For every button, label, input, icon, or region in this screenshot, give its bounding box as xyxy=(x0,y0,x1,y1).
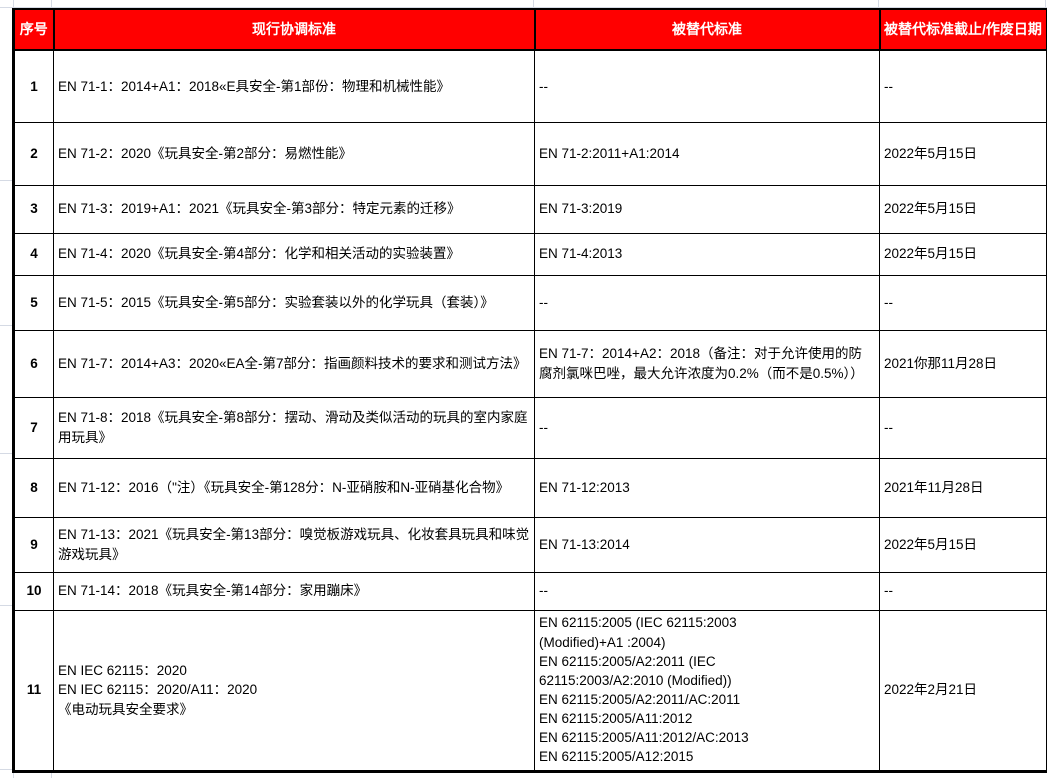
expiry-date-cell: 2021年11月28日 xyxy=(879,457,1047,518)
table-row: 9 EN 71-13：2021《玩具安全-第13部分：嗅觉板游戏玩具、化妆套具玩… xyxy=(13,516,1047,573)
expiry-date-cell: 2022年2月21日 xyxy=(879,609,1047,773)
replaced-standard-cell: EN 71-3:2019 xyxy=(534,184,880,234)
table-row: 3 EN 71-3：2019+A1：2021《玩具安全-第3部分：特定元素的迁移… xyxy=(13,184,1047,234)
current-standard-cell: EN 71-4：2020《玩具安全-第4部分：化学和相关活动的实验装置》 xyxy=(53,232,535,276)
current-standard-cell: EN 71-8：2018《玩具安全-第8部分：摆动、滑动及类似活动的玩具的室内家… xyxy=(53,396,535,459)
gridline-left-stub-1 xyxy=(0,180,12,181)
replaced-standard-cell: -- xyxy=(534,571,880,611)
gridline-top-stub-2 xyxy=(51,0,52,7)
table-row: 6 EN 71-7：2014+A3：2020«EA全-第7部分：指画颜料技术的要… xyxy=(13,329,1047,398)
row-number-cell: 4 xyxy=(13,232,54,276)
replaced-standard-cell: EN 71-12:2013 xyxy=(534,457,880,518)
gridline-top-stub-4 xyxy=(878,0,879,7)
gridline-left-stub-3 xyxy=(0,453,12,454)
gridline-left-stub-4 xyxy=(0,605,12,606)
current-standard-cell: EN 71-14：2018《玩具安全-第14部分：家用蹦床》 xyxy=(53,571,535,611)
table-row: 1 EN 71-1：2014+A1：2018«E具安全-第1部份：物理和机械性能… xyxy=(13,49,1047,123)
replaced-standard-cell: -- xyxy=(534,49,880,123)
column-header-replaced-standard: 被替代标准 xyxy=(533,8,881,51)
replaced-standard-cell: EN 71-13:2014 xyxy=(534,516,880,573)
gridline-top xyxy=(0,7,1047,8)
table-header-row: 序号 现行协调标准 被替代标准 被替代标准截止/作废日期 xyxy=(12,8,1047,51)
table-row: 10 EN 71-14：2018《玩具安全-第14部分：家用蹦床》 -- -- xyxy=(13,571,1047,611)
row-number-cell: 9 xyxy=(13,516,54,573)
expiry-date-cell: 2022年5月15日 xyxy=(879,121,1047,186)
row-number-cell: 7 xyxy=(13,396,54,459)
replaced-standard-cell: EN 71-4:2013 xyxy=(534,232,880,276)
expiry-date-cell: -- xyxy=(879,396,1047,459)
gridline-left-stub-2 xyxy=(0,325,12,326)
gridline-bottom-left xyxy=(0,769,12,770)
row-number-cell: 3 xyxy=(13,184,54,234)
table-row: 4 EN 71-4：2020《玩具安全-第4部分：化学和相关活动的实验装置》 E… xyxy=(13,232,1047,276)
current-standard-cell: EN 71-5：2015《玩具安全-第5部分：实验套装以外的化学玩具（套装）》 xyxy=(53,274,535,331)
replaced-standard-cell: EN 62115:2005 (IEC 62115:2003 (Modified)… xyxy=(534,609,880,773)
replaced-standard-cell: EN 71-7：2014+A2：2018（备注：对于允许使用的防腐剂氯咪巴唑，最… xyxy=(534,329,880,398)
table-row: 7 EN 71-8：2018《玩具安全-第8部分：摆动、滑动及类似活动的玩具的室… xyxy=(13,396,1047,459)
row-number-cell: 10 xyxy=(13,571,54,611)
row-number-cell: 5 xyxy=(13,274,54,331)
replaced-standard-cell: EN 71-2:2011+A1:2014 xyxy=(534,121,880,186)
column-header-current-standard: 现行协调标准 xyxy=(52,8,536,51)
current-standard-cell: EN IEC 62115：2020 EN IEC 62115：2020/A11：… xyxy=(53,609,535,773)
table-row: 11 EN IEC 62115：2020 EN IEC 62115：2020/A… xyxy=(13,609,1047,773)
standards-table: 序号 现行协调标准 被替代标准 被替代标准截止/作废日期 1 EN 71-1：2… xyxy=(12,8,1047,773)
expiry-date-cell: -- xyxy=(879,274,1047,331)
row-number-cell: 11 xyxy=(13,609,54,773)
expiry-date-cell: 2021你那11月28日 xyxy=(879,329,1047,398)
current-standard-cell: EN 71-13：2021《玩具安全-第13部分：嗅觉板游戏玩具、化妆套具玩具和… xyxy=(53,516,535,573)
current-standard-cell: EN 71-1：2014+A1：2018«E具安全-第1部份：物理和机械性能》 xyxy=(53,49,535,123)
gridline-top-stub-3 xyxy=(533,0,534,7)
expiry-date-cell: 2022年5月15日 xyxy=(879,232,1047,276)
gridline-top-stub-1 xyxy=(13,0,14,7)
gridline-bottom-stub-2 xyxy=(51,770,52,778)
replaced-standard-cell: -- xyxy=(534,274,880,331)
column-header-expiry-date: 被替代标准截止/作废日期 xyxy=(878,8,1047,51)
row-number-cell: 1 xyxy=(13,49,54,123)
current-standard-cell: EN 71-2：2020《玩具安全-第2部分：易燃性能》 xyxy=(53,121,535,186)
table-row: 5 EN 71-5：2015《玩具安全-第5部分：实验套装以外的化学玩具（套装）… xyxy=(13,274,1047,331)
expiry-date-cell: 2022年5月15日 xyxy=(879,516,1047,573)
current-standard-cell: EN 71-3：2019+A1：2021《玩具安全-第3部分：特定元素的迁移》 xyxy=(53,184,535,234)
gridline-bottom-stub-1 xyxy=(13,770,14,778)
gridline-top-stub-5 xyxy=(1045,0,1046,7)
current-standard-cell: EN 71-12：2016（"注）《玩具安全-第128分：N-亚硝胺和N-亚硝基… xyxy=(53,457,535,518)
row-number-cell: 8 xyxy=(13,457,54,518)
expiry-date-cell: 2022年5月15日 xyxy=(879,184,1047,234)
row-number-cell: 6 xyxy=(13,329,54,398)
replaced-standard-cell: -- xyxy=(534,396,880,459)
expiry-date-cell: -- xyxy=(879,571,1047,611)
current-standard-cell: EN 71-7：2014+A3：2020«EA全-第7部分：指画颜料技术的要求和… xyxy=(53,329,535,398)
table-row: 2 EN 71-2：2020《玩具安全-第2部分：易燃性能》 EN 71-2:2… xyxy=(13,121,1047,186)
table-row: 8 EN 71-12：2016（"注）《玩具安全-第128分：N-亚硝胺和N-亚… xyxy=(13,457,1047,518)
row-number-cell: 2 xyxy=(13,121,54,186)
column-header-no: 序号 xyxy=(12,8,55,51)
expiry-date-cell: -- xyxy=(879,49,1047,123)
